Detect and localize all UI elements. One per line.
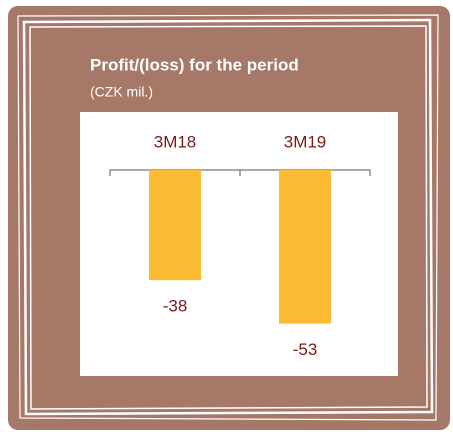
bar	[279, 170, 331, 324]
frame-border	[17, 14, 439, 421]
chart-title: Profit/(loss) for the period	[90, 55, 299, 74]
bar	[149, 170, 201, 281]
plot-area	[80, 112, 398, 376]
category-label: 3M19	[284, 132, 327, 151]
category-label: 3M18	[154, 132, 197, 151]
value-label: -38	[163, 297, 188, 316]
value-label: -53	[293, 340, 318, 359]
chart-subtitle: (CZK mil.)	[90, 84, 153, 100]
